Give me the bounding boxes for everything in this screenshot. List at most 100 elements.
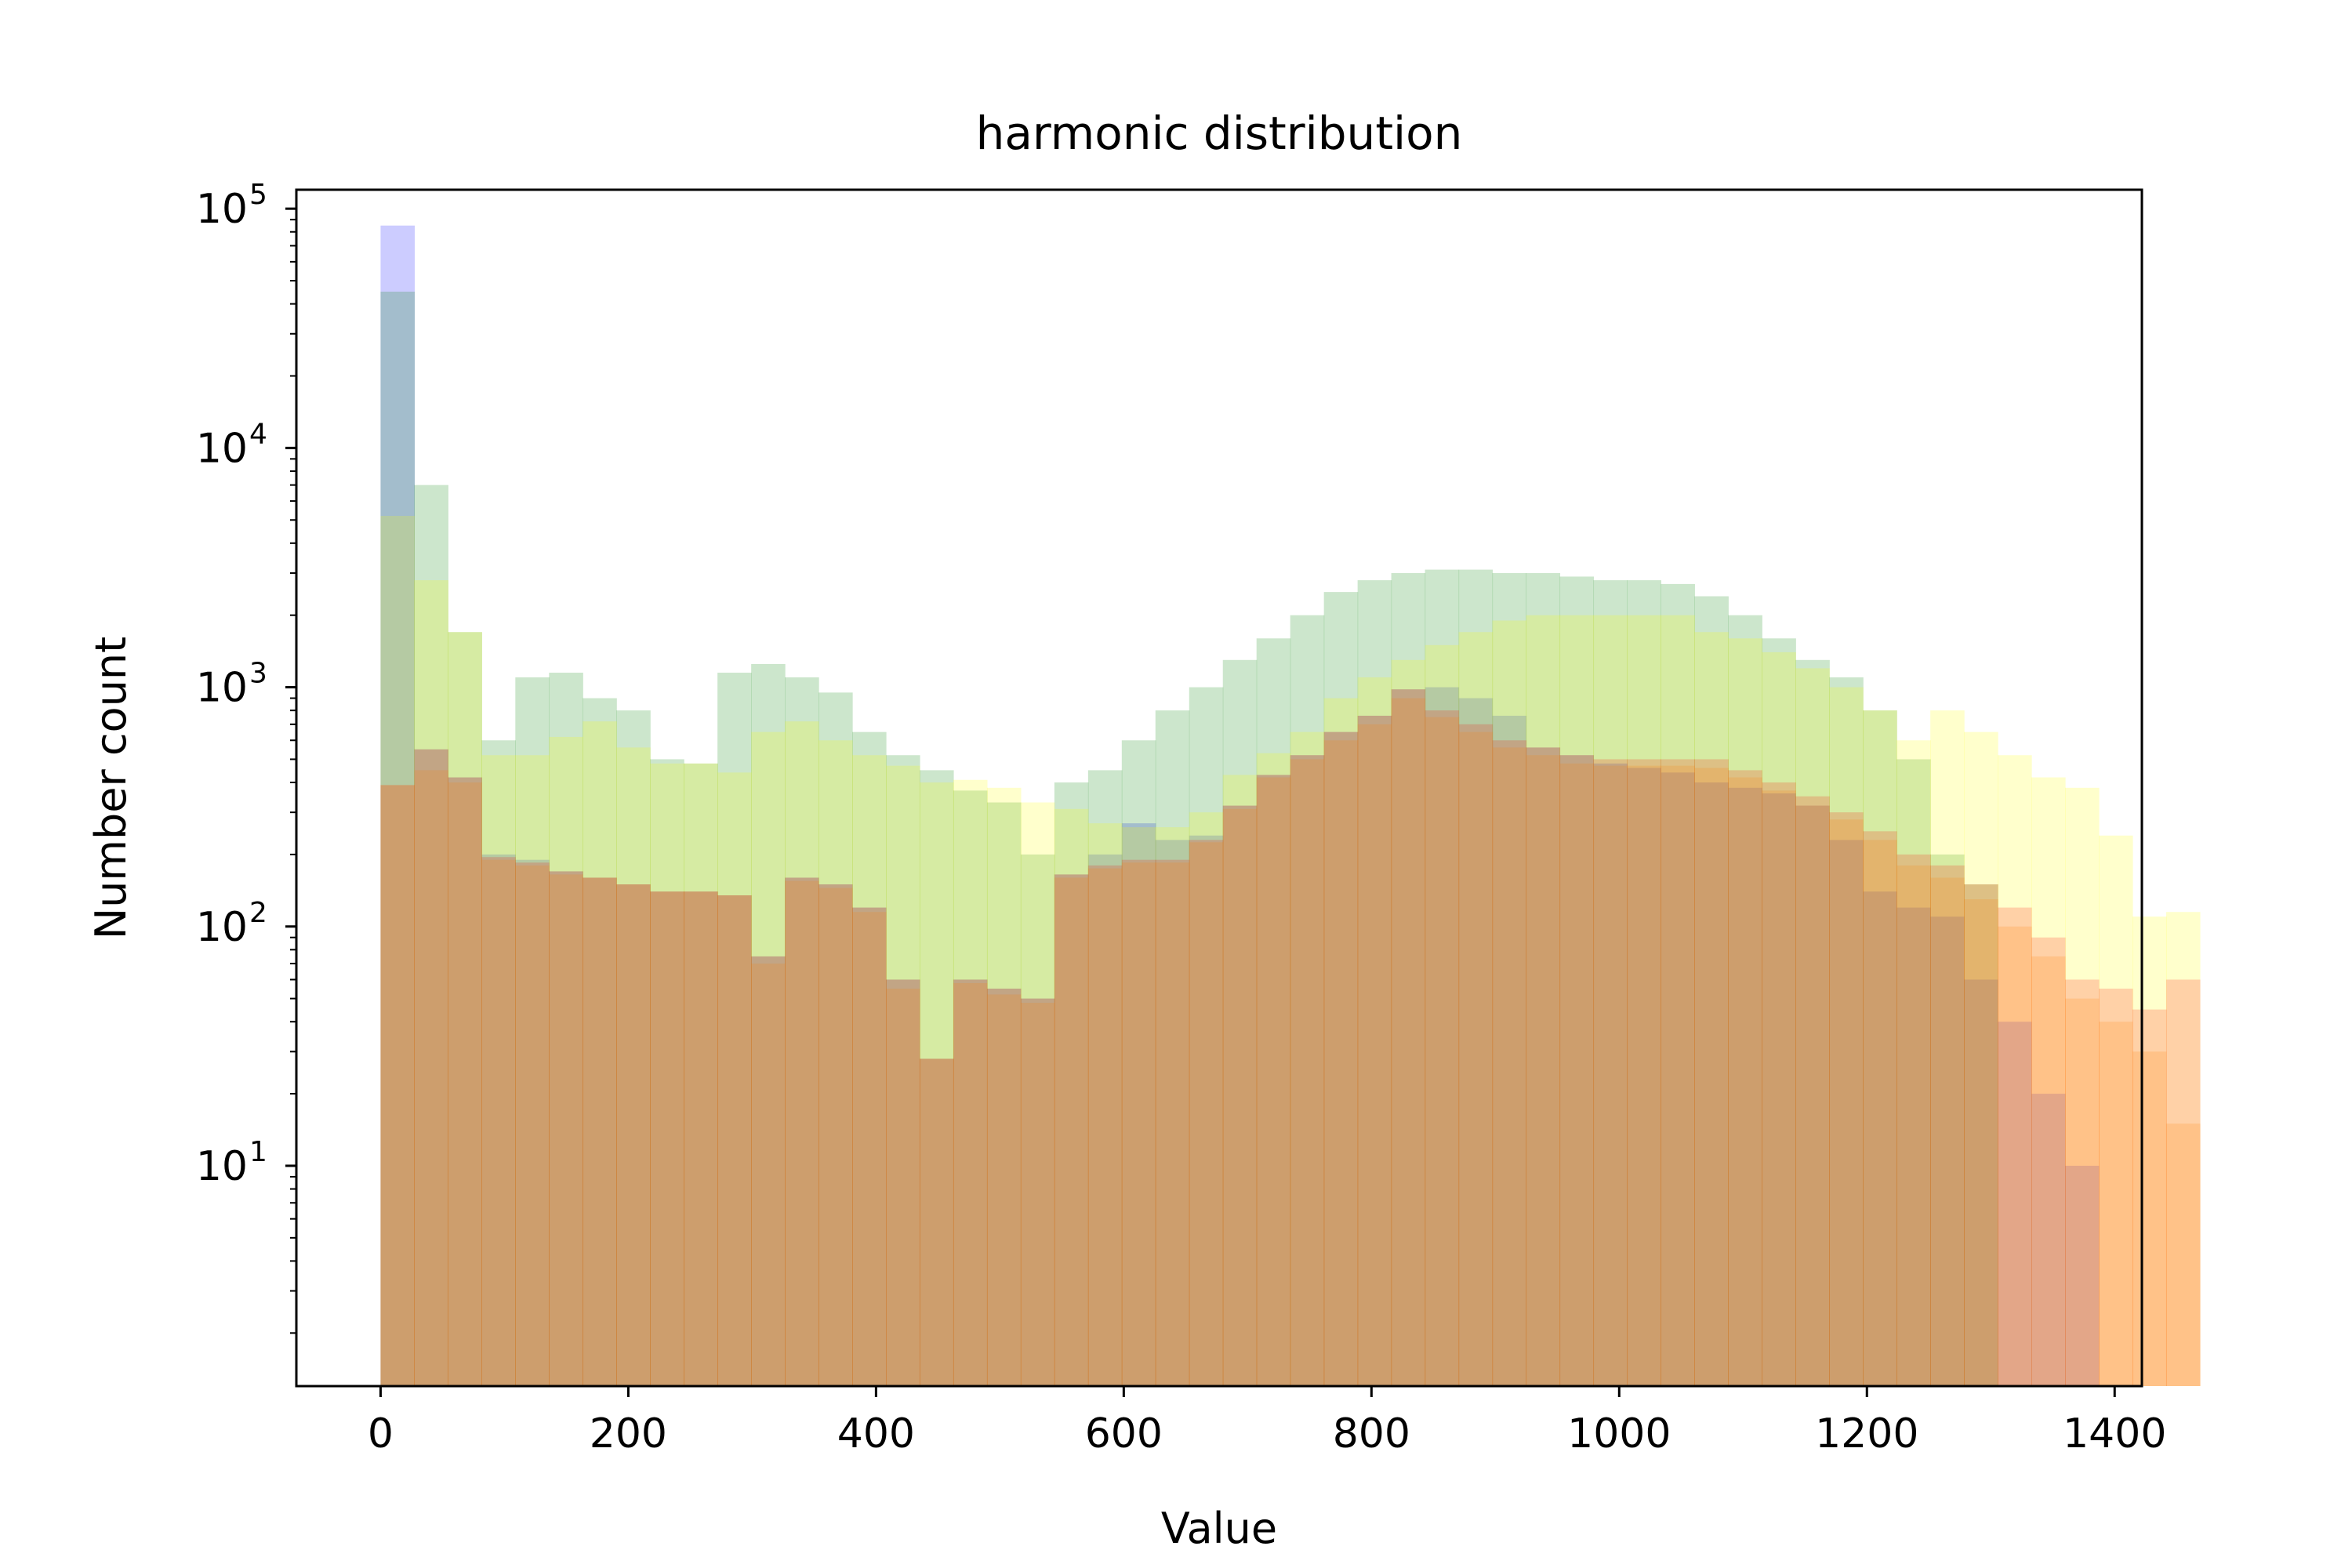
histogram-bar [1930,916,1965,1386]
histogram-bar [1290,731,1325,1386]
histogram-bar [1020,1003,1055,1386]
histogram-bar [1087,854,1123,1386]
histogram-bar [1728,638,1762,1386]
histogram-bar [549,871,583,1386]
histogram-bar [1425,644,1460,1386]
histogram-bar [414,580,448,1386]
histogram-bar [1189,835,1224,1386]
histogram-bar [1425,717,1460,1386]
histogram-bar [1930,710,1965,1386]
histogram-bar [1998,1022,2032,1386]
histogram-bar [1863,840,1897,1386]
histogram-bar [2031,777,2066,1386]
histogram-bar [953,790,988,1386]
histogram-bar [549,736,583,1386]
histogram-bar [1222,775,1258,1386]
histogram-bar [1964,884,1998,1386]
histogram-bar [1896,907,1931,1386]
histogram-bar [1458,569,1494,1386]
histogram-bar [650,891,684,1386]
histogram-bar [1728,787,1762,1386]
histogram-bar [1964,979,1998,1386]
histogram-bar [1526,755,1561,1386]
histogram-bar [1155,862,1190,1386]
histogram-bar [1054,874,1089,1386]
histogram-bar [1087,823,1123,1386]
histogram-bar [818,884,853,1386]
histogram-bar [852,907,887,1386]
histogram-bar [481,854,516,1386]
histogram-bar [1189,812,1224,1386]
histogram-bar [1020,998,1055,1386]
histogram-bar [717,895,752,1386]
histogram-bar [852,907,887,1386]
histogram-bar [1492,740,1527,1386]
histogram-bar [717,673,752,1386]
histogram-bar [1661,615,1695,1386]
histogram-bar [448,777,482,1386]
histogram-bar [380,516,415,1386]
histogram-bar [1492,620,1527,1386]
histogram-bar [1762,638,1796,1386]
histogram-bar [1458,731,1494,1386]
histogram-bar [2099,835,2133,1386]
histogram-series-2 [380,516,2201,1386]
histogram-series-1 [380,292,1998,1387]
histogram-bar [1189,840,1224,1386]
histogram-bar [919,1058,954,1386]
histogram-bar [953,982,988,1386]
histogram-bar [1458,632,1494,1386]
y-axis-label: Number count [86,637,136,939]
histogram-bar [1829,687,1864,1386]
histogram-bar [1728,770,1762,1386]
histogram-bar [2065,1165,2100,1386]
histogram-bar [1189,687,1224,1386]
histogram-bar [1728,615,1762,1386]
histogram-bar [1694,632,1729,1386]
histogram-bar [1290,759,1325,1386]
histogram-bar [919,1058,954,1386]
histogram-bar [1762,793,1796,1386]
histogram-bar [1930,865,1965,1386]
histogram-bar [1829,840,1864,1386]
histogram-bar [1155,827,1190,1386]
histogram-bar [2031,1094,2066,1386]
histogram-bar [481,755,516,1386]
histogram-bar [380,292,415,1386]
histogram-bar [1661,583,1695,1386]
histogram-bar [1391,689,1426,1386]
histogram-bar [1998,926,2032,1386]
histogram-bar [1795,805,1830,1386]
histogram-series-4 [380,698,2201,1386]
histogram-bar [1492,747,1527,1386]
histogram-bar [616,710,651,1386]
histogram-bar [1290,755,1325,1386]
histogram-bar [1526,572,1561,1387]
histogram-bar [1020,802,1055,1386]
histogram-bar [1896,865,1931,1386]
histogram-bar [583,877,617,1386]
histogram-bar [2165,912,2201,1386]
plot-area-frame [295,188,2143,1388]
histogram-bar [1222,659,1258,1386]
histogram-bar [448,777,482,1386]
histogram-bar [818,887,853,1386]
histogram-bar [1930,877,1965,1386]
x-axis-label: Value [1161,1504,1277,1553]
histogram-bar [684,891,718,1386]
histogram-bar [751,956,786,1386]
histogram-bar [549,871,583,1386]
histogram-bar [1054,874,1089,1386]
histogram-bar [986,989,1022,1386]
histogram-bar [684,891,718,1386]
histogram-bar [1795,668,1830,1386]
histogram-bar [1121,827,1156,1386]
x-tick-label: 600 [1085,1410,1163,1457]
histogram-bar [1694,768,1729,1386]
histogram-bar [986,989,1022,1386]
histogram-bar [1728,777,1762,1386]
histogram-bar [1357,677,1392,1386]
x-tick-label: 0 [368,1410,394,1457]
histogram-bar [1559,755,1595,1386]
histogram-bar [549,673,583,1386]
